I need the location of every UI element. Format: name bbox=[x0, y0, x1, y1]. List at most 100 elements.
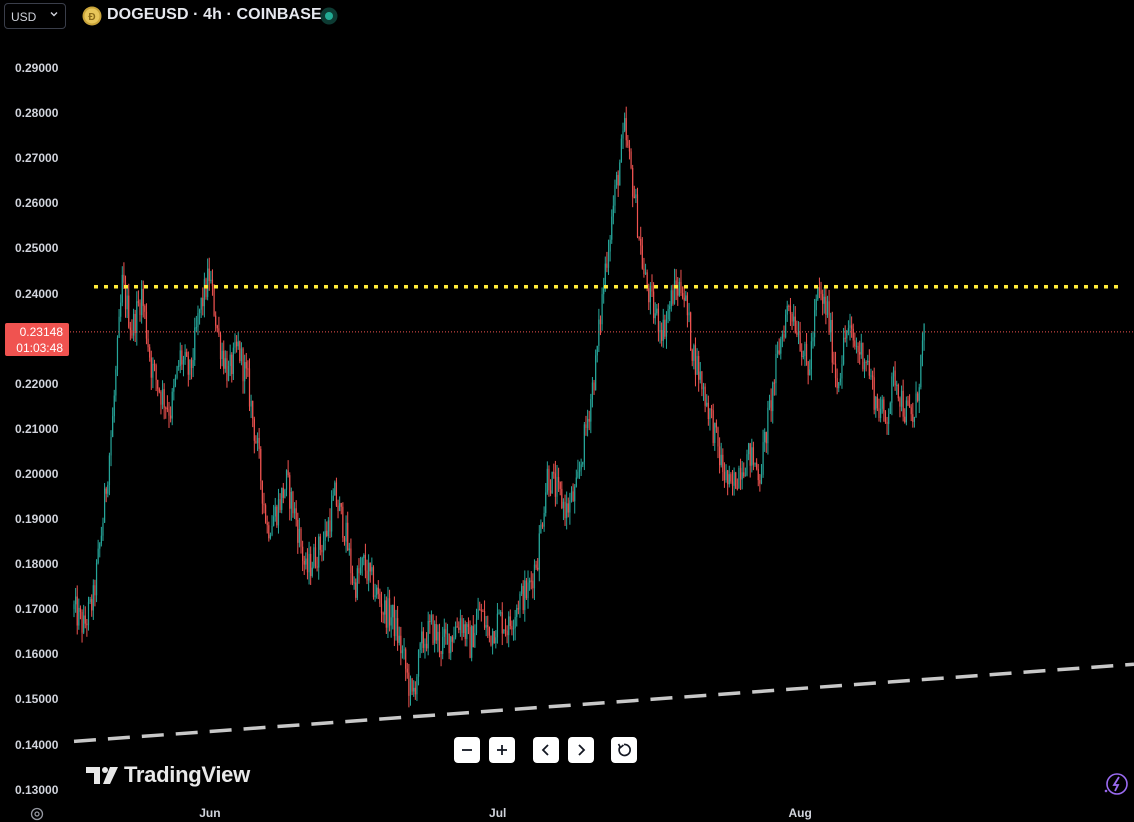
candle-body bbox=[791, 313, 793, 322]
candle-body bbox=[364, 554, 367, 571]
candle-body bbox=[519, 593, 521, 610]
candle-body bbox=[857, 345, 859, 353]
candle-body bbox=[728, 474, 730, 485]
candle-body bbox=[508, 616, 510, 636]
candle-body bbox=[746, 454, 748, 476]
candle-body bbox=[231, 354, 233, 375]
candle-body bbox=[583, 424, 585, 463]
candle-body bbox=[614, 185, 616, 206]
candle-body bbox=[123, 274, 125, 283]
candle-body bbox=[448, 633, 450, 654]
candle-body bbox=[593, 382, 595, 391]
candle-body bbox=[532, 580, 534, 589]
market-status-icon[interactable] bbox=[320, 7, 338, 25]
candle-body bbox=[535, 564, 537, 568]
candle-body bbox=[873, 377, 875, 410]
candle-body bbox=[350, 548, 352, 574]
candle-body bbox=[94, 585, 96, 596]
candle-body bbox=[102, 522, 104, 536]
y-tick-label: 0.17000 bbox=[15, 602, 59, 617]
candle-body bbox=[314, 547, 317, 567]
candle-body bbox=[149, 347, 151, 358]
candle-body bbox=[126, 295, 128, 310]
candle-body bbox=[160, 391, 162, 405]
zoom-in-button[interactable] bbox=[489, 737, 515, 763]
candle-body bbox=[76, 596, 78, 626]
gear-icon[interactable] bbox=[29, 806, 45, 822]
candle-body bbox=[398, 635, 400, 643]
reset-chart-button[interactable] bbox=[611, 737, 637, 763]
candle-body bbox=[743, 472, 745, 477]
candle-body bbox=[197, 313, 199, 328]
candle-body bbox=[644, 272, 647, 275]
candle-body bbox=[458, 627, 460, 630]
candle-body bbox=[847, 327, 850, 331]
candle-body bbox=[799, 332, 801, 351]
candle-body bbox=[475, 618, 478, 633]
candle-body bbox=[714, 422, 716, 443]
candle-body bbox=[326, 530, 328, 537]
candle-body bbox=[514, 617, 516, 629]
candle-body bbox=[390, 617, 392, 626]
candle-body bbox=[105, 488, 107, 494]
candle-body bbox=[144, 305, 146, 312]
candle-body bbox=[506, 630, 508, 636]
candle-body bbox=[351, 573, 354, 583]
candle-body bbox=[512, 628, 515, 630]
candle-body bbox=[99, 543, 101, 549]
candle-body bbox=[802, 356, 804, 358]
currency-selector[interactable]: USD bbox=[4, 3, 66, 29]
candle-body bbox=[863, 361, 866, 370]
candle-body bbox=[459, 618, 461, 630]
candle-body bbox=[786, 305, 788, 315]
candle-body bbox=[305, 558, 307, 565]
candle-body bbox=[454, 626, 457, 638]
candle-body bbox=[332, 495, 334, 501]
scroll-right-button[interactable] bbox=[568, 737, 594, 763]
trend-line[interactable] bbox=[73, 662, 1134, 744]
candle-body bbox=[871, 375, 874, 378]
candle-body bbox=[917, 393, 919, 401]
candle-body bbox=[79, 607, 82, 612]
candle-body bbox=[669, 306, 671, 310]
candle-body bbox=[646, 272, 648, 289]
candle-body bbox=[387, 598, 389, 628]
candle-body bbox=[815, 299, 817, 311]
candle-body bbox=[483, 611, 486, 628]
candle-body bbox=[767, 407, 769, 444]
candle-body bbox=[867, 360, 869, 363]
candle-body bbox=[168, 409, 170, 416]
candle-body bbox=[876, 396, 878, 409]
symbol-title[interactable]: DOGEUSD · 4h · COINBASE bbox=[107, 6, 322, 23]
candle-body bbox=[264, 505, 267, 523]
candle-body bbox=[756, 462, 758, 469]
zoom-out-button[interactable] bbox=[454, 737, 480, 763]
candle-body bbox=[619, 162, 621, 186]
candle-body bbox=[685, 295, 687, 301]
candle-body bbox=[765, 432, 767, 444]
candle-body bbox=[662, 319, 664, 341]
candle-body bbox=[591, 382, 594, 400]
lightning-icon[interactable] bbox=[1100, 770, 1130, 798]
candle-body bbox=[545, 492, 547, 514]
candle-body bbox=[596, 345, 598, 356]
minus-icon bbox=[462, 749, 472, 751]
candle-body bbox=[814, 310, 816, 338]
candle-body bbox=[696, 356, 698, 375]
y-tick-label: 0.20000 bbox=[15, 466, 59, 481]
candle-body bbox=[731, 481, 734, 486]
candle-body bbox=[223, 350, 225, 369]
svg-text:Ð: Ð bbox=[88, 12, 95, 23]
scroll-left-button[interactable] bbox=[533, 737, 559, 763]
candle-body bbox=[788, 305, 790, 307]
candle-body bbox=[147, 338, 149, 348]
candle-body bbox=[710, 408, 713, 411]
candle-body bbox=[820, 290, 822, 294]
candle-body bbox=[918, 387, 920, 401]
candle-body bbox=[839, 378, 841, 383]
candle-body bbox=[324, 530, 326, 541]
candle-body bbox=[789, 305, 792, 314]
chevron-right-icon bbox=[578, 744, 586, 756]
candle-body bbox=[485, 625, 487, 628]
